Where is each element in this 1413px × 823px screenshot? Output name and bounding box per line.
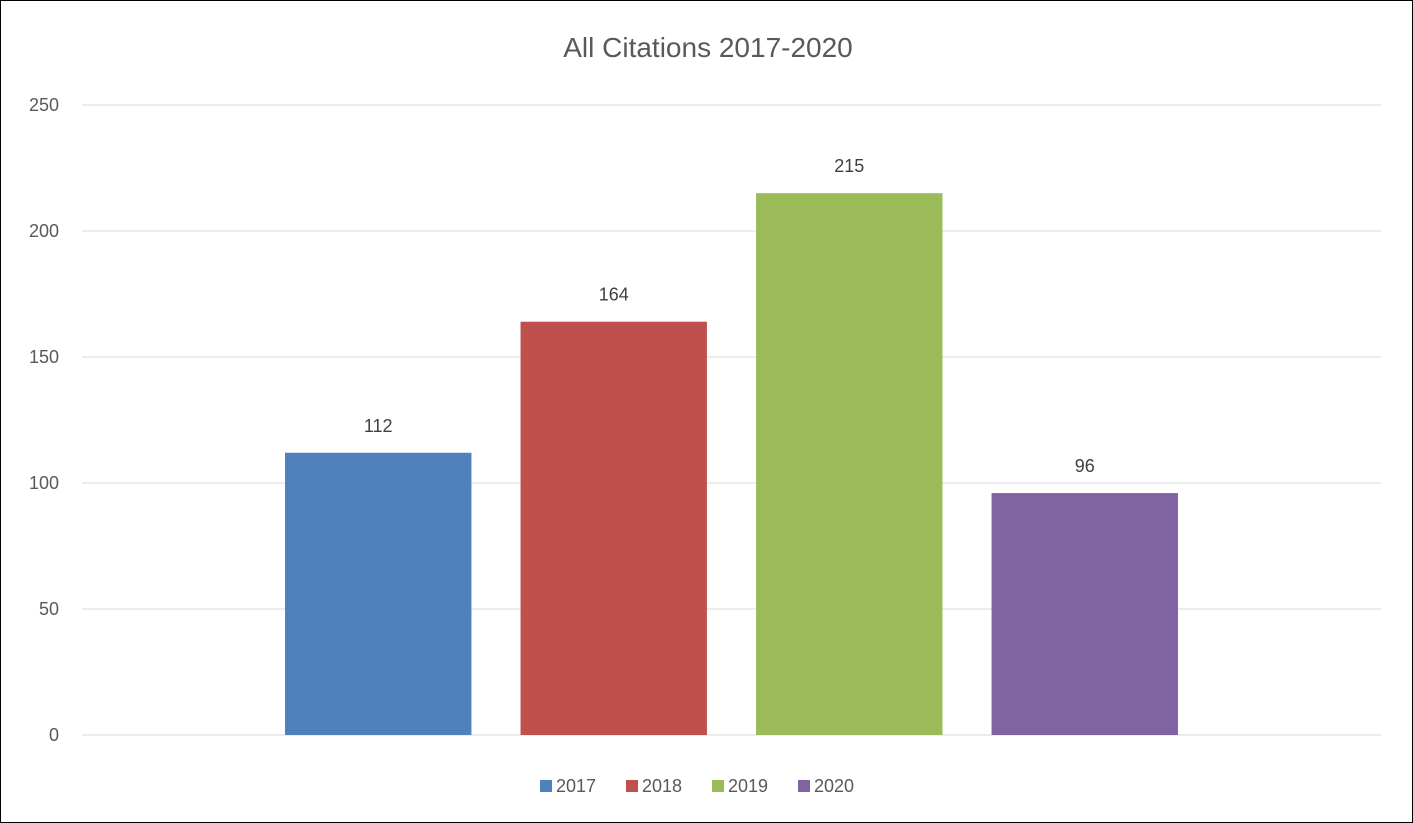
legend-label-2020: 2020 xyxy=(814,776,854,796)
bar-2020 xyxy=(991,493,1178,735)
legend-swatch-2018 xyxy=(626,780,638,792)
data-label-2020: 96 xyxy=(1075,456,1095,476)
data-label-2018: 164 xyxy=(599,285,629,305)
y-tick-label: 0 xyxy=(49,725,59,745)
y-tick-label: 100 xyxy=(29,473,59,493)
legend-label-2019: 2019 xyxy=(728,776,768,796)
bars xyxy=(285,193,1178,735)
legend-swatch-2019 xyxy=(712,780,724,792)
y-tick-label: 150 xyxy=(29,347,59,367)
bar-2019 xyxy=(756,193,943,735)
y-axis-ticks: 0 50 100 150 200 250 xyxy=(29,95,59,745)
legend-swatch-2017 xyxy=(540,780,552,792)
y-tick-label: 200 xyxy=(29,221,59,241)
legend-label-2017: 2017 xyxy=(556,776,596,796)
data-labels: 112 164 215 96 xyxy=(364,156,1095,476)
y-tick-label: 50 xyxy=(39,599,59,619)
bar-2018 xyxy=(520,321,707,735)
gridlines xyxy=(82,104,1381,736)
chart-title: All Citations 2017-2020 xyxy=(563,32,853,63)
legend-swatch-2020 xyxy=(798,780,810,792)
y-tick-label: 250 xyxy=(29,95,59,115)
legend: 2017 2018 2019 2020 xyxy=(540,776,854,796)
data-label-2017: 112 xyxy=(364,416,393,436)
legend-label-2018: 2018 xyxy=(642,776,682,796)
data-label-2019: 215 xyxy=(834,156,864,176)
bar-2017 xyxy=(285,452,472,735)
